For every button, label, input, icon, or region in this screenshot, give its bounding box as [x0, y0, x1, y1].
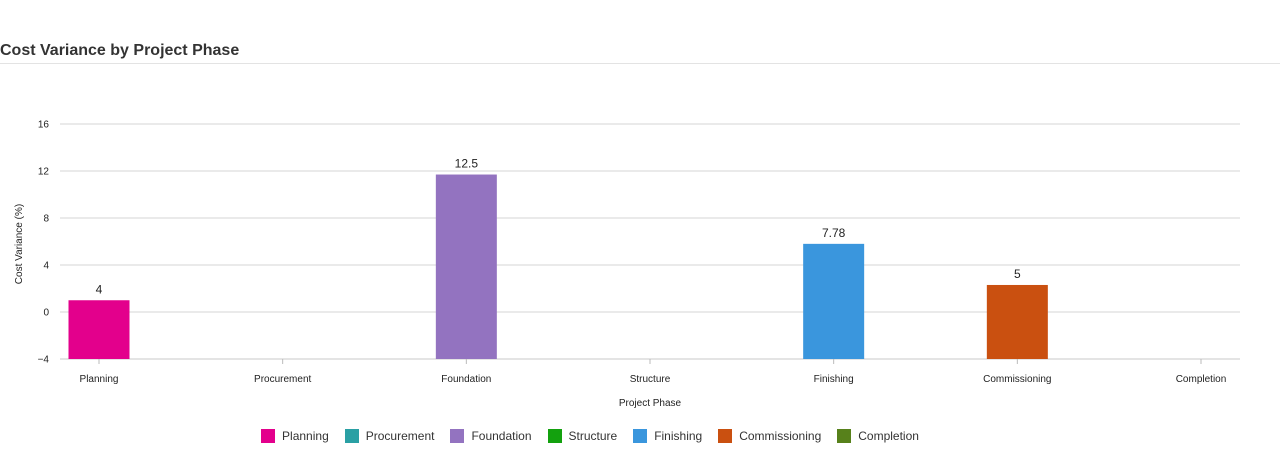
bar-chart: −4 0 4 8 12 16 4 12.5 7.78 5 Planning Procurement…	[14, 120, 1240, 409]
legend-label: Structure	[568, 429, 618, 443]
data-labels: 4 12.5 7.78 5	[96, 157, 1021, 297]
title-divider	[0, 63, 1280, 64]
bar-foundation[interactable]	[435, 174, 497, 359]
legend-item-finishing[interactable]: Finishing	[633, 429, 702, 443]
bar-planning[interactable]	[68, 300, 130, 359]
bar-finishing[interactable]	[803, 243, 865, 359]
legend-label: Procurement	[365, 429, 435, 443]
bar-commissioning[interactable]	[986, 284, 1048, 359]
legend-swatch	[547, 429, 562, 443]
y-tick-label: −4	[38, 355, 50, 366]
x-tick-label: Structure	[630, 374, 671, 385]
y-tick-label: 0	[43, 308, 49, 319]
data-label-foundation: 12.5	[455, 157, 479, 171]
y-tick-label: 12	[38, 167, 50, 178]
legend-label: Finishing	[654, 429, 703, 443]
legend-swatch	[344, 429, 359, 443]
x-axis-title: Project Phase	[619, 398, 682, 409]
legend-swatch	[837, 429, 852, 443]
x-tick-labels: Planning Procurement Foundation Structure Fi…	[80, 359, 1227, 385]
chart-title: Cost Variance by Project Phase	[0, 42, 240, 59]
y-tick-label: 16	[38, 120, 50, 131]
y-axis-title: Cost Variance (%)	[14, 204, 25, 284]
legend-item-foundation[interactable]: Foundation	[450, 429, 532, 443]
legend-label: Completion	[858, 429, 919, 443]
legend-item-structure[interactable]: Structure	[547, 429, 618, 443]
legend-item-completion[interactable]: Completion	[837, 429, 919, 443]
y-tick-labels: −4 0 4 8 12 16	[38, 120, 50, 366]
x-tick-label: Planning	[80, 374, 119, 385]
x-tick-label: Commissioning	[983, 374, 1051, 385]
x-tick-label: Completion	[1176, 374, 1227, 385]
legend: Planning Procurement Foundation Structure Fi…	[0, 429, 1180, 443]
legend-item-commissioning[interactable]: Commissioning	[718, 429, 821, 443]
legend-item-planning[interactable]: Planning	[261, 429, 329, 443]
legend-label: Foundation	[471, 429, 532, 443]
legend-swatch	[718, 429, 733, 443]
x-tick-label: Finishing	[814, 374, 854, 385]
x-tick-label: Foundation	[441, 374, 491, 385]
legend-swatch	[633, 429, 648, 443]
legend-swatch	[261, 429, 276, 443]
y-tick-label: 4	[43, 261, 49, 272]
legend-item-procurement[interactable]: Procurement	[344, 429, 435, 443]
data-label-finishing: 7.78	[822, 226, 846, 240]
data-label-planning: 4	[96, 282, 103, 296]
grid-lines	[60, 123, 1240, 360]
x-tick-label: Procurement	[254, 374, 311, 385]
legend-label: Planning	[282, 429, 329, 443]
bars	[68, 174, 1048, 359]
data-label-commissioning: 5	[1014, 267, 1021, 281]
legend-swatch	[450, 429, 465, 443]
legend-label: Commissioning	[739, 429, 822, 443]
y-tick-label: 8	[43, 214, 49, 225]
